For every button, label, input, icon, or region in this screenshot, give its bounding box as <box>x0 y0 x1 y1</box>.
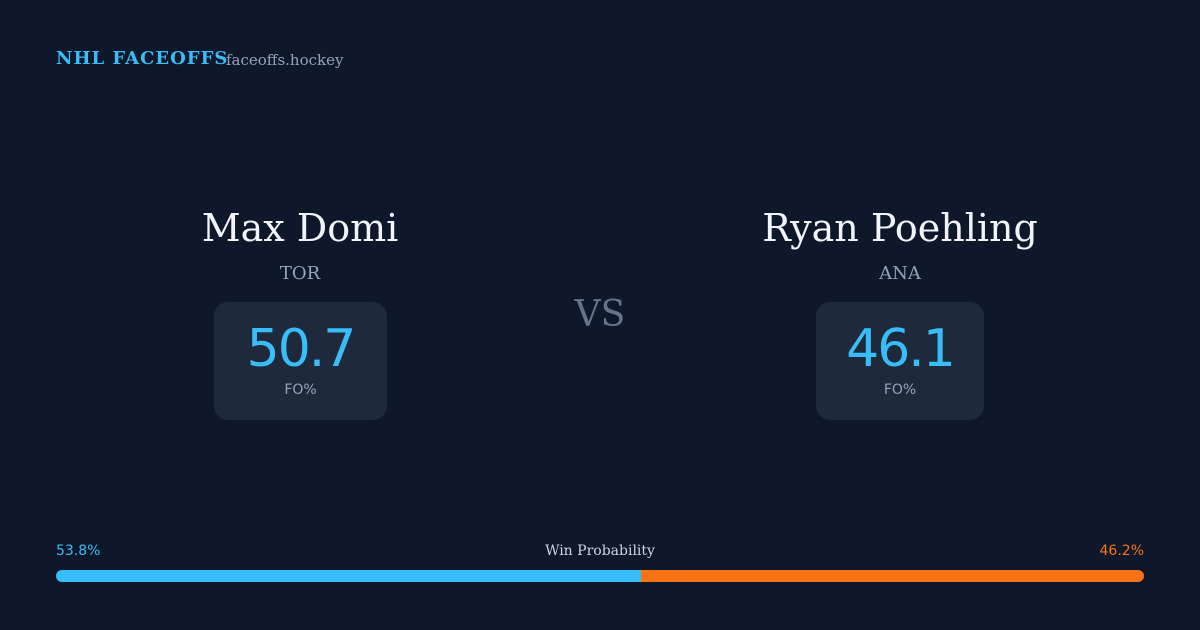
fo-value: 50.7 <box>246 319 357 379</box>
win-prob-label: 53.8% <box>56 543 101 559</box>
site-name: faceoffs.hockey <box>226 51 344 69</box>
fo-label: FO% <box>284 382 317 398</box>
player-name: Ryan Poehling <box>762 206 1038 250</box>
win-prob-label: 46.2% <box>1099 543 1144 559</box>
win-prob-segment <box>56 570 642 582</box>
player-team: ANA <box>879 263 921 284</box>
win-prob-segment <box>641 570 1144 582</box>
fo-label: FO% <box>883 382 917 398</box>
brand-title: NHL FACEOFFS <box>56 48 229 69</box>
win-prob-title: Win Probability <box>545 543 655 559</box>
stat-box: 50.7 FO% <box>214 302 387 420</box>
fo-value: 46.1 <box>846 319 956 379</box>
player-team: TOR <box>279 263 321 284</box>
stat-box: 46.1 FO% <box>816 302 984 420</box>
player-name: Max Domi <box>201 206 399 250</box>
vs-label: VS <box>574 294 626 335</box>
win-prob-bar <box>56 570 1144 582</box>
